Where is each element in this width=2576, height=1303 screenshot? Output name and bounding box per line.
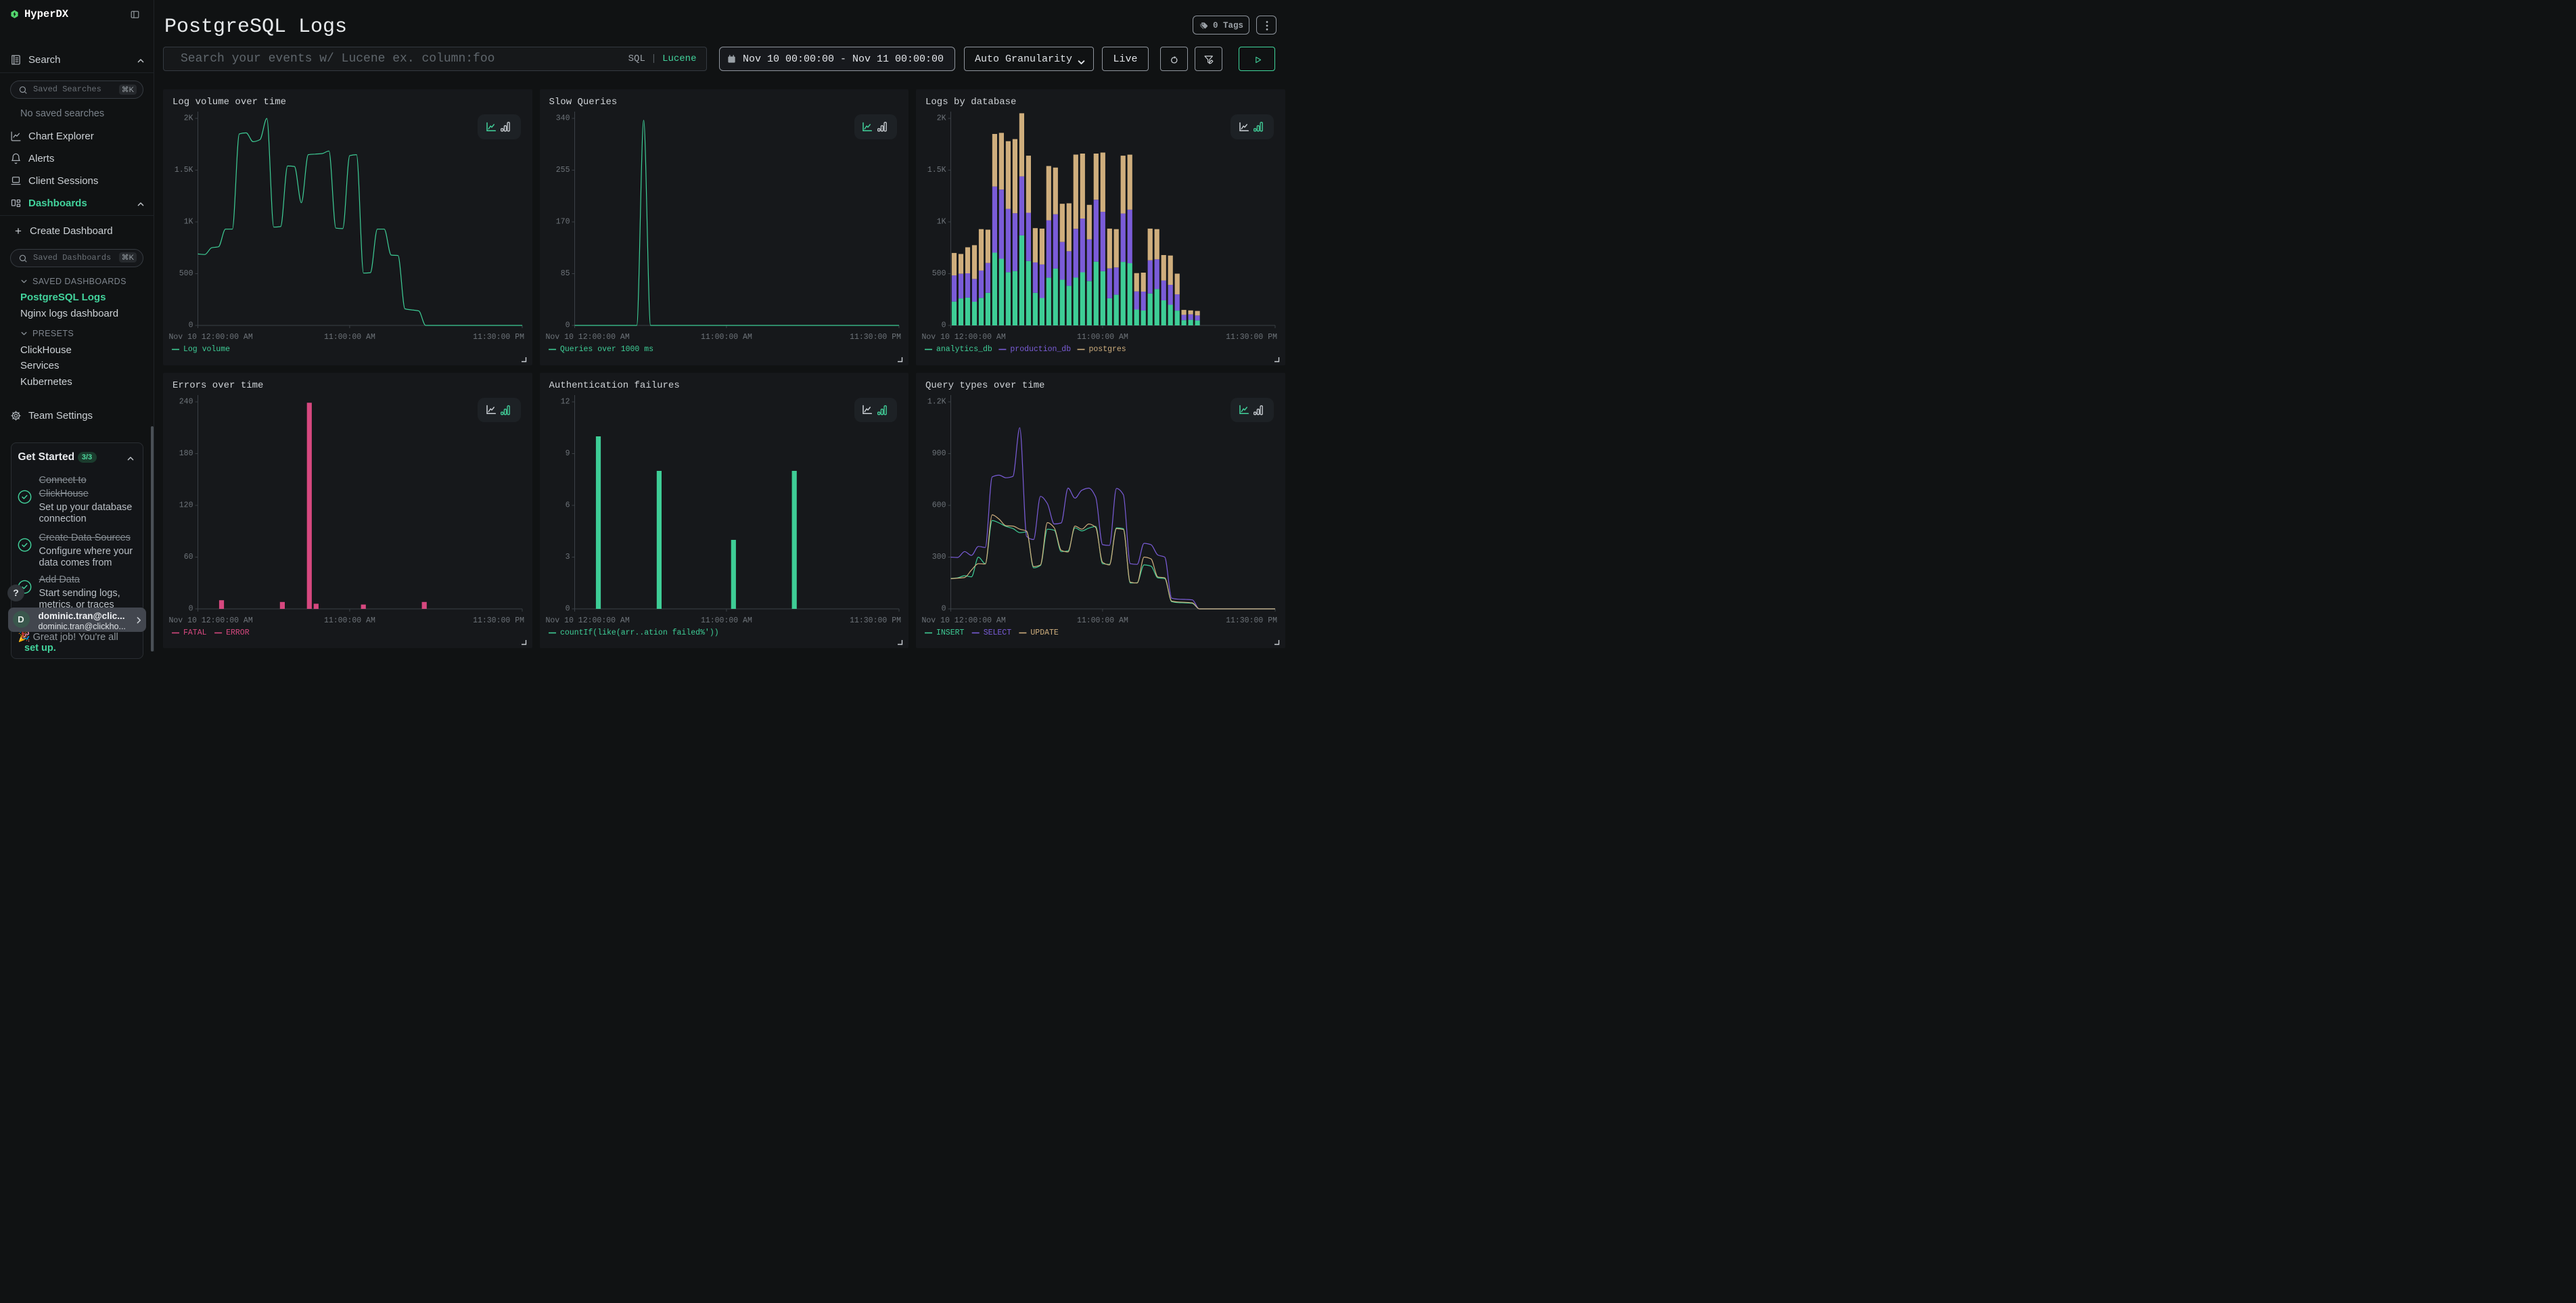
svg-text:11:30:00 PM: 11:30:00 PM	[850, 333, 901, 342]
svg-text:500: 500	[179, 269, 193, 278]
svg-text:Nov 10 12:00:00 AM: Nov 10 12:00:00 AM	[169, 333, 253, 342]
svg-text:300: 300	[932, 553, 946, 562]
svg-text:255: 255	[555, 166, 570, 175]
svg-text:ERROR: ERROR	[226, 628, 250, 637]
svg-text:600: 600	[932, 501, 946, 509]
svg-text:3: 3	[565, 553, 570, 562]
svg-text:Nov 10 12:00:00 AM: Nov 10 12:00:00 AM	[169, 616, 253, 625]
svg-text:120: 120	[179, 501, 193, 509]
svg-text:analytics_db: analytics_db	[936, 345, 992, 354]
svg-text:11:30:00 PM: 11:30:00 PM	[473, 616, 524, 625]
svg-text:2K: 2K	[184, 114, 193, 123]
svg-text:1K: 1K	[937, 218, 946, 227]
svg-text:1K: 1K	[184, 218, 193, 227]
svg-text:UPDATE: UPDATE	[1030, 628, 1059, 637]
svg-text:0: 0	[942, 604, 946, 613]
svg-text:Nov 10 12:00:00 AM: Nov 10 12:00:00 AM	[922, 616, 1006, 625]
svg-text:11:00:00 AM: 11:00:00 AM	[324, 616, 375, 625]
svg-text:1.2K: 1.2K	[927, 397, 946, 406]
svg-text:11:30:00 PM: 11:30:00 PM	[1226, 333, 1277, 342]
svg-text:0: 0	[942, 321, 946, 330]
svg-text:1.5K: 1.5K	[175, 166, 193, 175]
svg-text:11:00:00 AM: 11:00:00 AM	[700, 333, 752, 342]
svg-text:240: 240	[179, 397, 193, 406]
svg-text:60: 60	[184, 553, 193, 562]
svg-text:11:30:00 PM: 11:30:00 PM	[473, 333, 524, 342]
svg-text:SELECT: SELECT	[984, 628, 1012, 637]
svg-text:11:00:00 AM: 11:00:00 AM	[1077, 616, 1128, 625]
svg-text:340: 340	[555, 114, 570, 123]
svg-text:0: 0	[189, 604, 193, 613]
svg-text:Nov 10 12:00:00 AM: Nov 10 12:00:00 AM	[545, 616, 629, 625]
svg-text:12: 12	[560, 397, 570, 406]
svg-text:6: 6	[565, 501, 570, 509]
svg-text:170: 170	[555, 218, 570, 227]
svg-text:Nov 10 12:00:00 AM: Nov 10 12:00:00 AM	[922, 333, 1006, 342]
svg-text:countIf(like(arr..ation failed: countIf(like(arr..ation failed%'))	[560, 628, 719, 637]
svg-text:11:00:00 AM: 11:00:00 AM	[324, 333, 375, 342]
svg-text:85: 85	[560, 269, 570, 278]
svg-text:0: 0	[565, 321, 570, 330]
svg-text:Queries over 1000 ms: Queries over 1000 ms	[560, 345, 653, 354]
svg-text:11:30:00 PM: 11:30:00 PM	[1226, 616, 1277, 625]
svg-text:11:30:00 PM: 11:30:00 PM	[850, 616, 901, 625]
svg-text:900: 900	[932, 449, 946, 458]
svg-text:180: 180	[179, 449, 193, 458]
svg-text:9: 9	[565, 449, 570, 458]
svg-text:11:00:00 AM: 11:00:00 AM	[700, 616, 752, 625]
svg-text:production_db: production_db	[1010, 345, 1071, 354]
svg-text:Log volume: Log volume	[183, 345, 230, 354]
svg-text:1.5K: 1.5K	[927, 166, 946, 175]
svg-text:2K: 2K	[937, 114, 946, 123]
svg-text:0: 0	[565, 604, 570, 613]
svg-text:postgres: postgres	[1089, 345, 1126, 354]
svg-text:Nov 10 12:00:00 AM: Nov 10 12:00:00 AM	[545, 333, 629, 342]
svg-text:FATAL: FATAL	[183, 628, 207, 637]
svg-text:11:00:00 AM: 11:00:00 AM	[1077, 333, 1128, 342]
svg-text:INSERT: INSERT	[936, 628, 965, 637]
svg-text:500: 500	[932, 269, 946, 278]
svg-text:0: 0	[189, 321, 193, 330]
